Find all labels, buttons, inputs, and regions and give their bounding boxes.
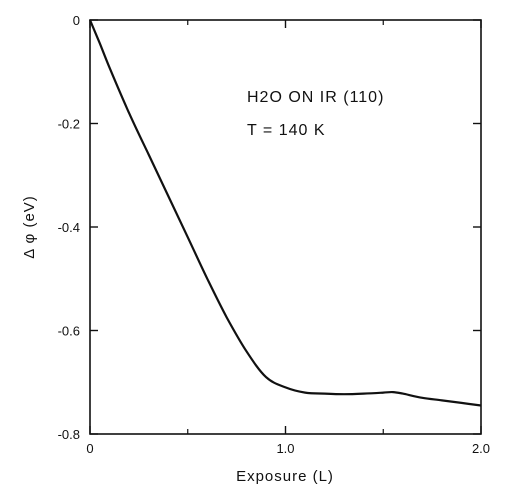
tick-labels: 0 -0.2 -0.4 -0.6 -0.8 0 1.0 2.0 [58, 13, 490, 456]
y-tick-label: -0.8 [58, 427, 80, 442]
y-tick-label: 0 [73, 13, 80, 28]
y-axis-title: Δ φ (eV) [21, 195, 38, 259]
y-tick-label: -0.6 [58, 324, 80, 339]
x-tick-label: 1.0 [276, 441, 294, 456]
tick-marks [89, 19, 482, 435]
y-tick-label: -0.2 [58, 117, 80, 132]
x-axis-title: Exposure (L) [236, 468, 334, 485]
annotation-temperature: T = 140 K [247, 122, 326, 139]
series-group [88, 19, 482, 407]
y-tick-label: -0.4 [58, 220, 80, 235]
series-line [88, 19, 482, 407]
plot-frame [89, 19, 482, 435]
annotation-sample: H2O ON IR (110) [247, 89, 384, 106]
x-tick-label: 2.0 [472, 441, 490, 456]
x-tick-label: 0 [86, 441, 93, 456]
